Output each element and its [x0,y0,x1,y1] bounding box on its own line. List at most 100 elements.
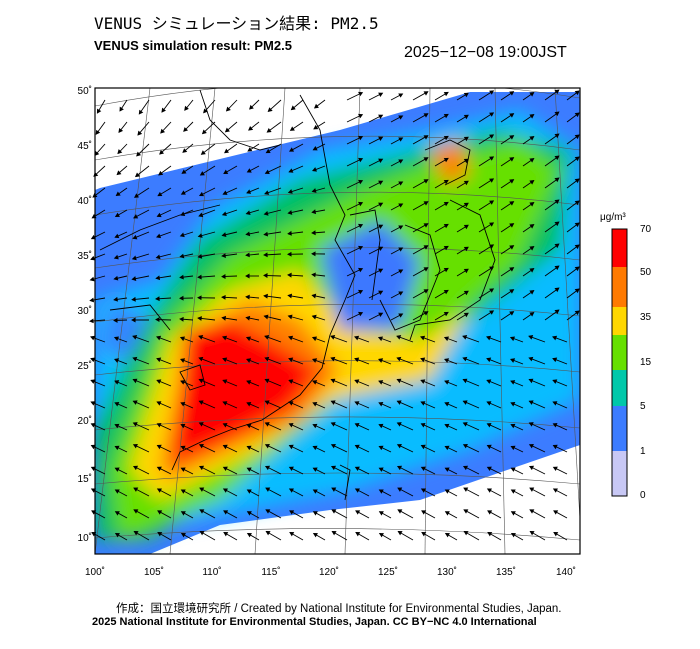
wind-arrow-head [131,255,137,261]
wind-arrow-head [554,89,560,95]
wind-arrow-head [510,467,516,472]
wind-arrow-head [221,294,226,300]
colorbar-tick-1: 1 [640,446,646,457]
wind-arrow-head [115,191,121,197]
wind-arrow-head [489,90,495,95]
wind-arrow-head [420,444,426,450]
wind-arrow-head [131,317,136,323]
wind-arrow-head [180,358,186,363]
wind-arrow-head [420,422,426,428]
wind-arrow-head [264,169,270,174]
wind-arrow-head [398,291,404,296]
wind-arrow-head [197,253,203,259]
wind-arrow-head [378,136,384,141]
wind-arrow-head [529,246,535,251]
wind-arrow-head [201,129,207,135]
wind-arrow-head [510,533,516,538]
wind-arrow-head [529,224,535,229]
wind-arrow-head [378,380,384,385]
wind-arrow-head [114,489,120,494]
wind-arrow-head [263,210,269,216]
wind-arrow-head [330,422,336,427]
wind-arrow-head [311,188,317,193]
wind-arrow-head [179,295,184,301]
wind-arrow-head [462,335,468,340]
wind-arrow-head [156,444,162,450]
wind-arrow-head [529,268,535,273]
wind-arrow-head [574,310,580,316]
wind-arrow-head [486,357,492,363]
lat-label-45: 45˚ [77,141,92,152]
wind-arrow-head [509,336,515,342]
wind-arrow-head [398,115,404,120]
wind-arrow-head [489,112,495,117]
wind-arrow-head [554,155,560,161]
lon-label-100: 100˚ [84,567,105,578]
wind-arrow-head [444,467,450,472]
wind-arrow-head [420,379,426,384]
wind-arrow-head [554,287,560,293]
wind-arrow-head [354,401,360,406]
wind-arrow-head [331,487,337,492]
wind-arrow-head [181,169,187,174]
wind-arrow-head [378,290,384,295]
wind-arrow-head [90,379,96,384]
wind-arrow-head [246,423,252,429]
wind-arrow-head [246,168,252,173]
wind-arrow-head [132,400,138,405]
wind-arrow-head [312,533,318,538]
wind-arrow-head [263,293,268,299]
wind-arrow-head [245,294,250,300]
wind-arrow-head [198,378,204,384]
wind-arrow-head [396,465,403,471]
wind-arrow-head [224,148,229,154]
wind-arrow-head [510,401,516,407]
wind-arrow-head [287,189,293,194]
wind-arrow-head [443,91,449,97]
wind-arrow-head [263,252,268,258]
wind-arrow-head [574,266,580,272]
wind-arrow-head [89,297,95,303]
wind-arrow-head [486,444,492,450]
wind-arrow-head [222,335,228,341]
wind-arrow-head [330,444,336,449]
copyright-line: 2025 National Institute for Environmenta… [92,616,537,628]
wind-arrow-head [113,275,119,281]
wind-arrow-head [396,356,402,362]
wind-arrow-head [509,201,515,206]
wind-arrow-head [574,244,580,250]
wind-arrow-head [487,510,493,515]
wind-arrow-head [90,466,96,471]
wind-arrow-head [574,156,580,162]
wind-arrow-head [245,210,251,215]
wind-arrow-head [90,444,96,450]
wind-arrow-head [156,335,162,341]
wind-arrow-head [156,233,162,239]
wind-arrow-head [529,114,535,119]
wind-arrow-head [312,167,317,172]
wind-arrow-head [264,400,270,405]
wind-arrow-head [288,357,294,363]
lon-label-115: 115˚ [261,567,281,578]
wind-arrow-head [249,104,254,110]
wind-arrow-head [288,335,294,341]
wind-arrow-head [398,137,404,142]
wind-arrow-head [398,181,404,186]
wind-arrow-head [223,510,229,515]
wind-arrow-head [180,511,186,516]
lat-label-15: 15˚ [77,474,92,485]
wind-arrow-head [462,444,468,449]
wind-arrow-head [330,378,336,384]
wind-arrow-head [179,316,184,322]
wind-arrow-head [528,444,534,449]
wind-arrow-head [398,225,404,230]
wind-arrow-head [462,356,468,362]
wind-arrow-head [198,356,204,362]
wind-arrow-head [552,379,558,384]
wind-arrow-head [463,180,469,186]
wind-arrow-head [330,400,336,405]
wind-arrow-head [378,114,384,119]
wind-arrow-head [114,380,120,385]
wind-arrow-head [378,312,384,317]
wind-arrow-head [89,276,95,282]
